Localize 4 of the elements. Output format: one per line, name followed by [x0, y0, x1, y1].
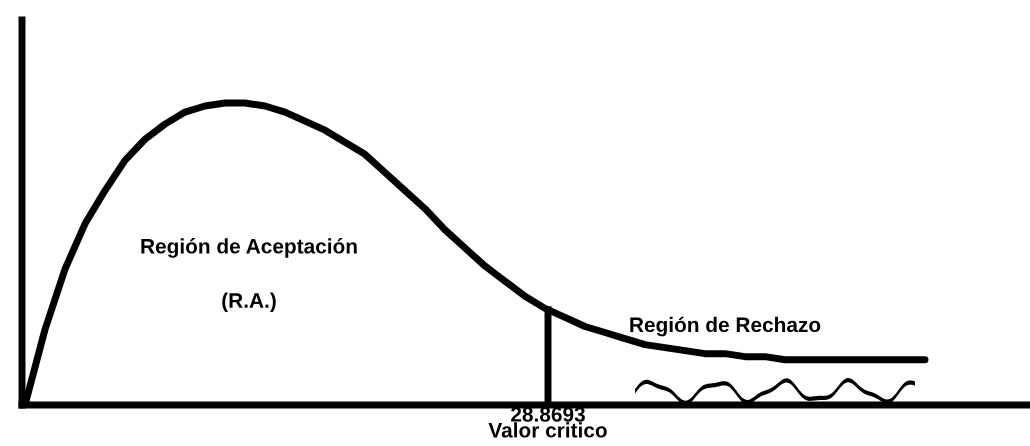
annotation: Región de Aceptación	[141, 238, 357, 258]
annotation: Región de Rechazo	[630, 316, 821, 337]
x-axis-title: Valor critico	[488, 422, 607, 438]
annotation: (R.A.)	[222, 292, 276, 313]
